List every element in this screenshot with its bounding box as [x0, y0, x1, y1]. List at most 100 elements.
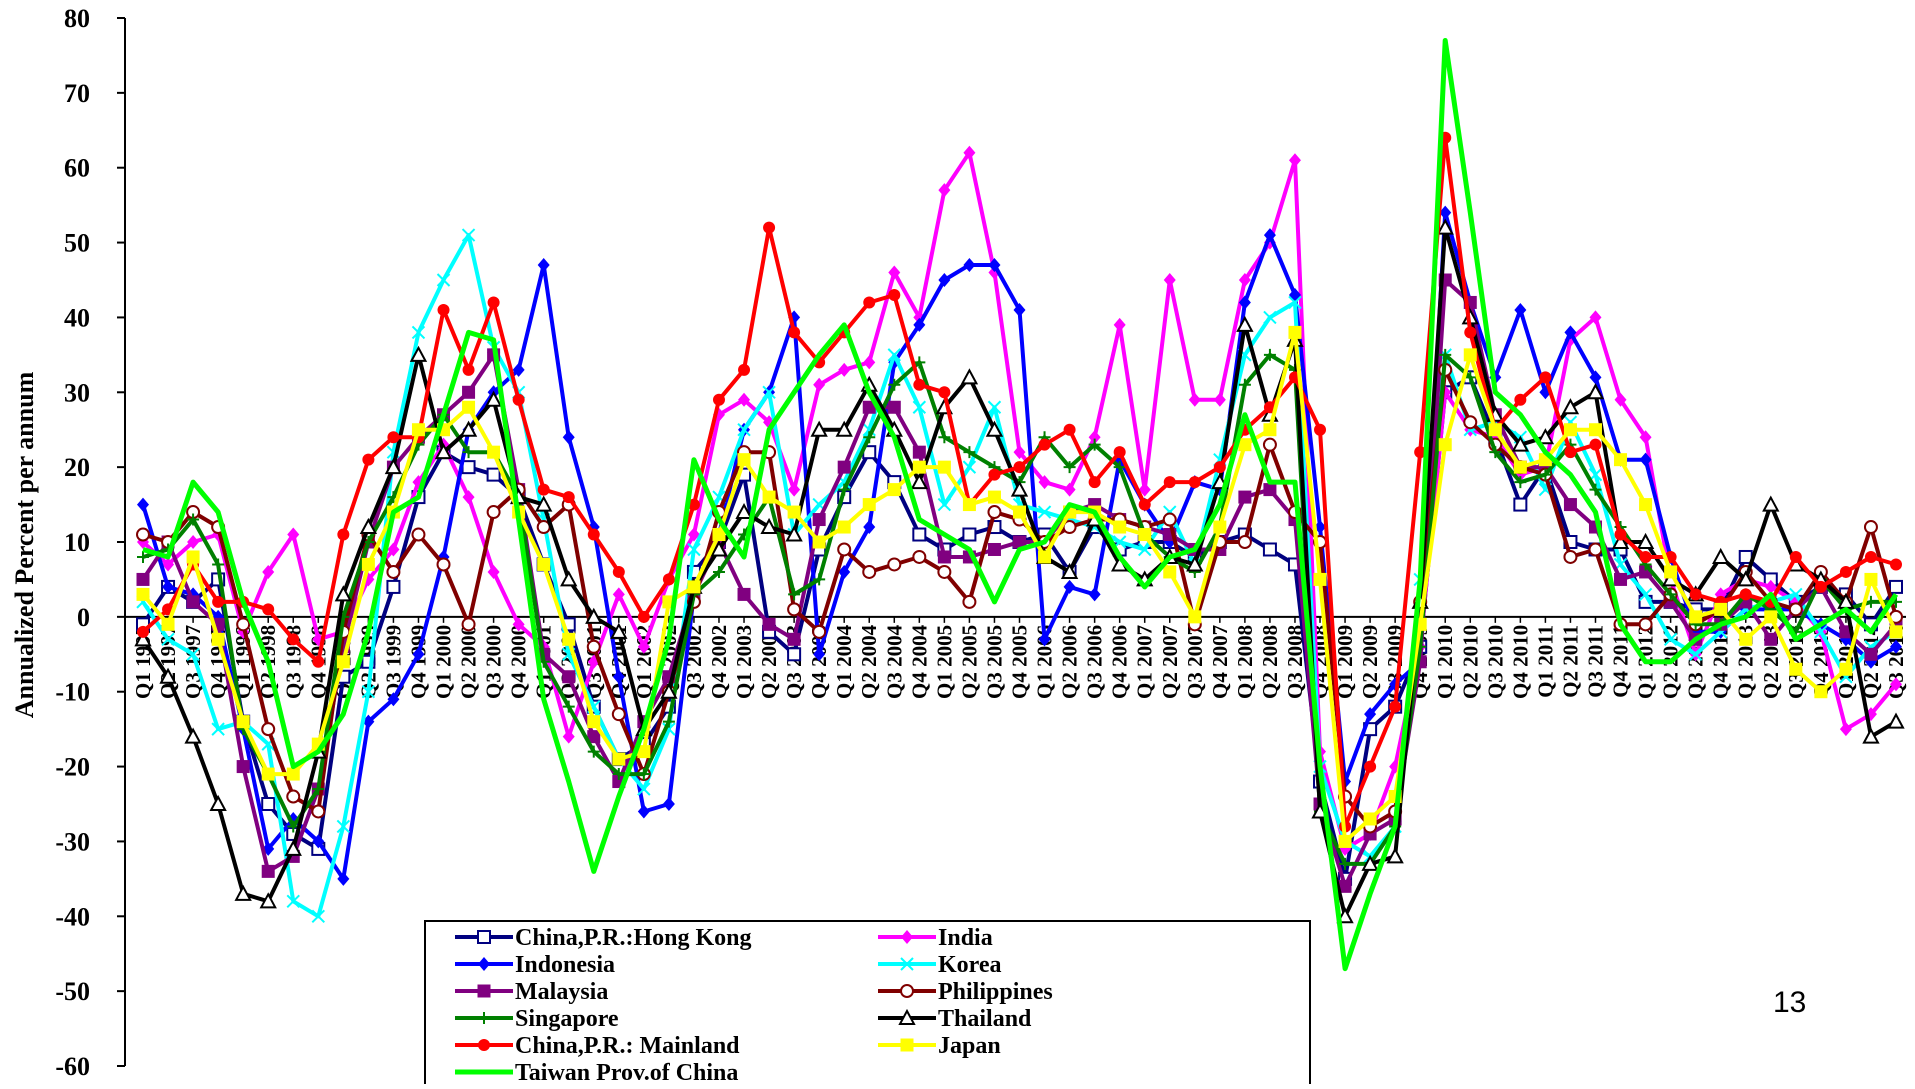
data-point — [1514, 476, 1527, 489]
data-point — [1313, 572, 1327, 586]
x-tick-label: Q2 2009 — [1358, 625, 1382, 699]
data-point — [261, 864, 275, 878]
legend-item: China,P.R.:Hong Kong — [455, 925, 752, 951]
data-point — [1063, 579, 1076, 594]
data-point — [1038, 438, 1051, 451]
legend-label: Singapore — [515, 1006, 619, 1032]
data-point — [336, 655, 350, 669]
data-point — [637, 610, 650, 623]
data-point — [813, 647, 826, 662]
data-point — [187, 513, 200, 526]
data-point — [1890, 558, 1902, 571]
data-point — [812, 513, 826, 527]
data-point — [1639, 550, 1652, 563]
data-point — [312, 655, 325, 668]
data-point — [838, 362, 851, 377]
legend-item: Korea — [878, 952, 1002, 978]
data-point — [1188, 610, 1202, 624]
series-line — [142, 352, 1896, 866]
data-point — [562, 729, 575, 744]
data-point — [512, 393, 525, 406]
data-point — [1513, 497, 1528, 512]
x-tick-label: Q1 2010 — [1433, 625, 1457, 699]
data-point — [963, 446, 976, 459]
x-tick-label: Q2 2010 — [1458, 625, 1482, 699]
data-point — [762, 385, 776, 399]
data-point — [587, 745, 600, 758]
data-point — [162, 579, 175, 594]
x-tick-label: Q4 2004 — [907, 624, 931, 699]
data-point — [812, 535, 826, 549]
data-point — [1361, 854, 1379, 871]
data-point — [1188, 476, 1201, 489]
legend-label: Thailand — [938, 1006, 1032, 1032]
data-point — [887, 483, 901, 497]
data-point — [988, 468, 1001, 481]
data-point — [762, 490, 776, 504]
data-point — [259, 892, 277, 909]
x-tick-label: Q2 2004 — [857, 624, 881, 699]
data-point — [962, 460, 977, 474]
data-point — [136, 527, 150, 542]
data-point — [1013, 302, 1026, 317]
legend-item: Singapore — [455, 1006, 619, 1032]
data-point — [913, 356, 926, 369]
data-point — [1636, 532, 1655, 549]
data-point — [1038, 632, 1051, 647]
data-point — [763, 221, 776, 234]
data-point — [1038, 550, 1052, 564]
data-point — [262, 564, 275, 579]
data-point — [437, 303, 450, 316]
data-point — [1588, 542, 1603, 557]
data-point — [1463, 348, 1477, 362]
y-tick-label: 30 — [64, 378, 90, 407]
data-point — [787, 647, 802, 662]
data-point — [1213, 392, 1226, 407]
data-point — [1237, 535, 1252, 549]
data-point — [1488, 423, 1502, 437]
x-tick-label: Q1 2002 — [632, 625, 656, 699]
data-point — [1163, 565, 1177, 579]
data-point — [1639, 430, 1652, 445]
data-point — [1714, 602, 1728, 616]
x-tick-label: Q4 2000 — [507, 625, 531, 699]
data-point — [137, 550, 149, 563]
data-point — [1864, 550, 1877, 563]
legend-item: Indonesia — [455, 952, 615, 978]
data-point — [1262, 542, 1277, 557]
data-point — [586, 639, 601, 654]
data-point — [462, 446, 475, 459]
data-point — [462, 490, 475, 505]
data-point — [1236, 315, 1254, 332]
data-point — [1339, 857, 1352, 870]
data-point — [337, 528, 350, 541]
data-point — [411, 423, 425, 437]
data-point — [386, 579, 401, 594]
data-point — [387, 542, 400, 557]
data-point — [637, 782, 651, 796]
data-point — [159, 667, 177, 684]
data-point — [1439, 205, 1452, 220]
data-point — [1864, 572, 1878, 586]
data-point — [1037, 505, 1052, 519]
legend-box — [424, 920, 1311, 1088]
data-point — [913, 317, 926, 332]
data-point — [1062, 520, 1077, 535]
data-point — [1839, 722, 1852, 737]
data-point — [612, 565, 625, 578]
data-point — [1113, 461, 1126, 474]
data-point — [1088, 587, 1101, 602]
data-point — [1364, 760, 1377, 773]
data-point — [477, 930, 491, 944]
data-point — [1288, 295, 1302, 310]
data-point — [913, 378, 926, 391]
data-point — [862, 564, 877, 579]
data-point — [477, 984, 491, 998]
data-point — [162, 557, 175, 572]
y-tick-label: 60 — [64, 154, 90, 183]
data-point — [737, 587, 751, 601]
data-point — [912, 400, 927, 414]
data-point — [835, 420, 853, 437]
data-point — [436, 273, 451, 287]
data-point — [813, 573, 826, 586]
